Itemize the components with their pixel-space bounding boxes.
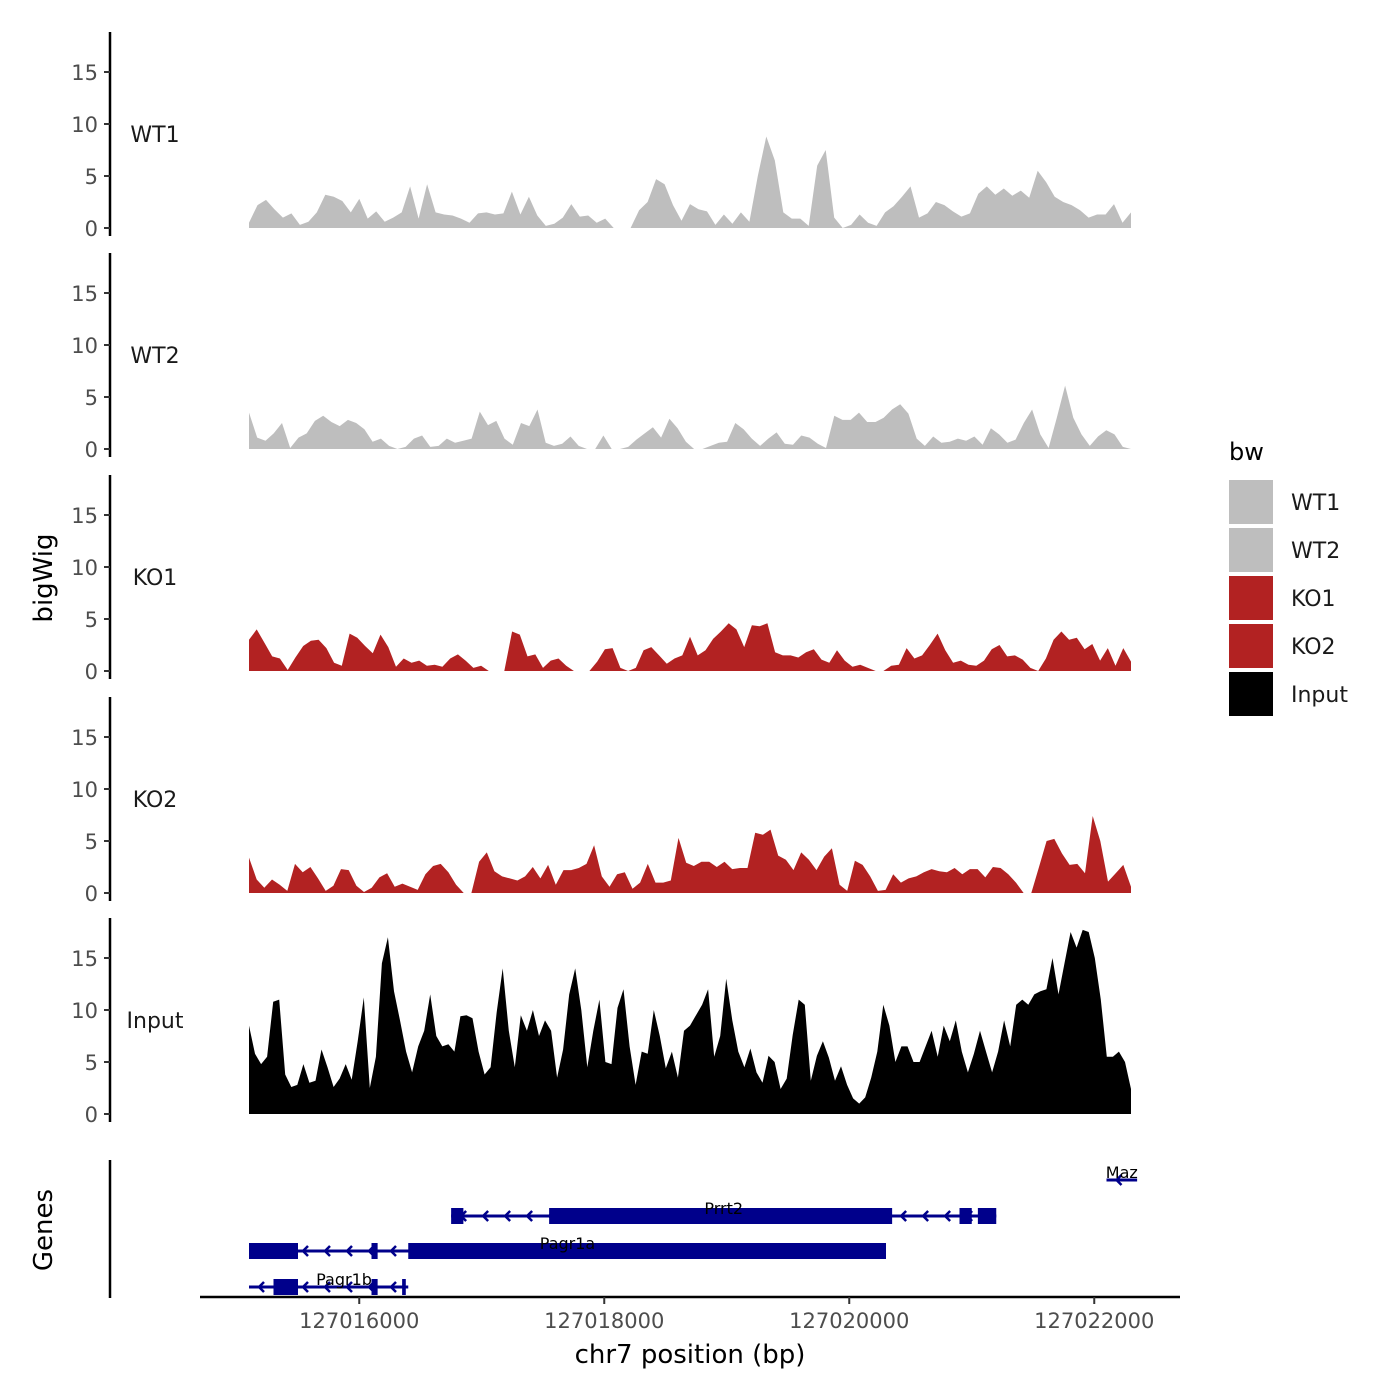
y-tick-label: 15 bbox=[71, 282, 98, 306]
gene-label: Prrt2 bbox=[704, 1199, 743, 1218]
y-axis-title: bigWig bbox=[29, 533, 59, 622]
legend-item-ko1: KO1 bbox=[1229, 576, 1336, 620]
y-tick-label: 0 bbox=[85, 882, 98, 906]
strand-arrow bbox=[921, 1210, 930, 1222]
strand-arrow bbox=[323, 1281, 331, 1293]
legend-item-input: Input bbox=[1229, 672, 1348, 716]
gene-pagr1a: Pagr1a bbox=[249, 1234, 886, 1259]
legend-label: WT2 bbox=[1291, 539, 1340, 564]
track-ko2: 0 5 10 15 KO2 bbox=[71, 697, 1131, 906]
signal-area-wt1 bbox=[249, 136, 1131, 228]
track-label: KO1 bbox=[133, 566, 178, 591]
gene-maz: Maz bbox=[1106, 1163, 1138, 1186]
legend-label: KO2 bbox=[1291, 635, 1336, 660]
gene-prrt2: Prrt2 bbox=[451, 1199, 997, 1224]
legend: bw WT1 WT2 KO1 KO2 Input bbox=[1229, 438, 1348, 716]
strand-arrow bbox=[345, 1245, 353, 1257]
y-tick-label: 5 bbox=[85, 165, 98, 189]
signal-area-ko1 bbox=[249, 623, 1131, 671]
signal-area-ko2 bbox=[249, 816, 1131, 893]
gene-exon bbox=[408, 1243, 886, 1259]
y-tick-label: 0 bbox=[85, 217, 98, 241]
y-tick-label: 15 bbox=[71, 504, 98, 528]
track-label: KO2 bbox=[133, 788, 178, 813]
track-label: Input bbox=[127, 1009, 184, 1034]
x-tick-label: 127022000 bbox=[1034, 1309, 1154, 1333]
legend-swatch bbox=[1229, 528, 1273, 572]
track-ko1: 0 5 10 15 KO1 bbox=[71, 475, 1131, 684]
legend-label: KO1 bbox=[1291, 587, 1336, 612]
track-label: WT1 bbox=[130, 123, 179, 148]
gene-exon bbox=[549, 1208, 893, 1224]
y-tick-label: 10 bbox=[71, 113, 98, 137]
gene-exon bbox=[977, 1208, 997, 1224]
y-tick-label: 5 bbox=[85, 608, 98, 632]
legend-swatch bbox=[1229, 576, 1273, 620]
y-tick-label: 15 bbox=[71, 947, 98, 971]
signal-area-input bbox=[249, 929, 1131, 1114]
y-tick-label: 0 bbox=[85, 438, 98, 462]
legend-title: bw bbox=[1229, 438, 1264, 466]
gene-exon bbox=[371, 1243, 378, 1259]
y-tick-label: 5 bbox=[85, 1051, 98, 1075]
genes-axis-title: Genes bbox=[29, 1189, 59, 1271]
y-tick-label: 10 bbox=[71, 999, 98, 1023]
legend-item-ko2: KO2 bbox=[1229, 624, 1336, 668]
gene-exon bbox=[371, 1279, 378, 1295]
gene-exon bbox=[959, 1208, 972, 1224]
strand-arrow bbox=[345, 1281, 353, 1293]
gene-label: Pagr1a bbox=[540, 1234, 595, 1253]
strand-arrow bbox=[301, 1245, 309, 1257]
strand-arrow bbox=[899, 1210, 908, 1222]
signal-tracks: 0 5 10 15 WT1 0 5 10 15 WT2 0 5 10 15 KO1 0 5 10 15 KO2 0 5 10… bbox=[71, 32, 1131, 1127]
gene-label: Maz bbox=[1106, 1163, 1138, 1182]
x-axis-title: chr7 position (bp) bbox=[575, 1340, 806, 1370]
legend-label: WT1 bbox=[1291, 491, 1340, 516]
strand-arrow bbox=[389, 1281, 397, 1293]
y-tick-label: 10 bbox=[71, 556, 98, 580]
gene-exon bbox=[402, 1279, 406, 1295]
y-tick-label: 10 bbox=[71, 334, 98, 358]
signal-area-wt2 bbox=[249, 385, 1131, 449]
y-tick-label: 15 bbox=[71, 726, 98, 750]
gene-annotation-track: Maz Prrt2 Pagr1a Pagr1b bbox=[108, 1160, 1138, 1298]
strand-arrow bbox=[389, 1245, 397, 1257]
legend-swatch bbox=[1229, 480, 1273, 524]
strand-arrow bbox=[943, 1210, 952, 1222]
y-tick-label: 0 bbox=[85, 660, 98, 684]
legend-label: Input bbox=[1291, 683, 1348, 708]
x-tick-label: 127016000 bbox=[299, 1309, 419, 1333]
strand-arrow bbox=[503, 1210, 512, 1222]
strand-arrow bbox=[257, 1281, 265, 1293]
gene-exon bbox=[273, 1279, 298, 1295]
strand-arrow bbox=[525, 1210, 534, 1222]
strand-arrow bbox=[323, 1245, 331, 1257]
legend-swatch bbox=[1229, 624, 1273, 668]
gene-exon bbox=[249, 1243, 298, 1259]
track-wt1: 0 5 10 15 WT1 bbox=[71, 32, 1131, 241]
y-tick-label: 5 bbox=[85, 386, 98, 410]
legend-swatch bbox=[1229, 672, 1273, 716]
strand-arrow bbox=[1114, 1174, 1123, 1186]
y-tick-label: 0 bbox=[85, 1103, 98, 1127]
track-label: WT2 bbox=[130, 344, 179, 369]
legend-items: WT1 WT2 KO1 KO2 Input bbox=[1229, 480, 1348, 716]
track-wt2: 0 5 10 15 WT2 bbox=[71, 253, 1131, 462]
legend-item-wt2: WT2 bbox=[1229, 528, 1340, 572]
x-tick-label: 127018000 bbox=[544, 1309, 664, 1333]
strand-arrow bbox=[301, 1281, 309, 1293]
y-tick-label: 10 bbox=[71, 778, 98, 802]
y-tick-label: 5 bbox=[85, 830, 98, 854]
y-tick-label: 15 bbox=[71, 61, 98, 85]
x-axis: 127016000 127018000 127020000 127022000 bbox=[200, 1295, 1180, 1333]
track-input: 0 5 10 15 Input bbox=[71, 918, 1131, 1127]
legend-item-wt1: WT1 bbox=[1229, 480, 1340, 524]
gene-exon bbox=[451, 1208, 464, 1224]
gene-pagr1b: Pagr1b bbox=[249, 1270, 409, 1295]
strand-arrow bbox=[481, 1210, 490, 1222]
x-tick-label: 127020000 bbox=[789, 1309, 909, 1333]
gene-label: Pagr1b bbox=[316, 1270, 372, 1289]
